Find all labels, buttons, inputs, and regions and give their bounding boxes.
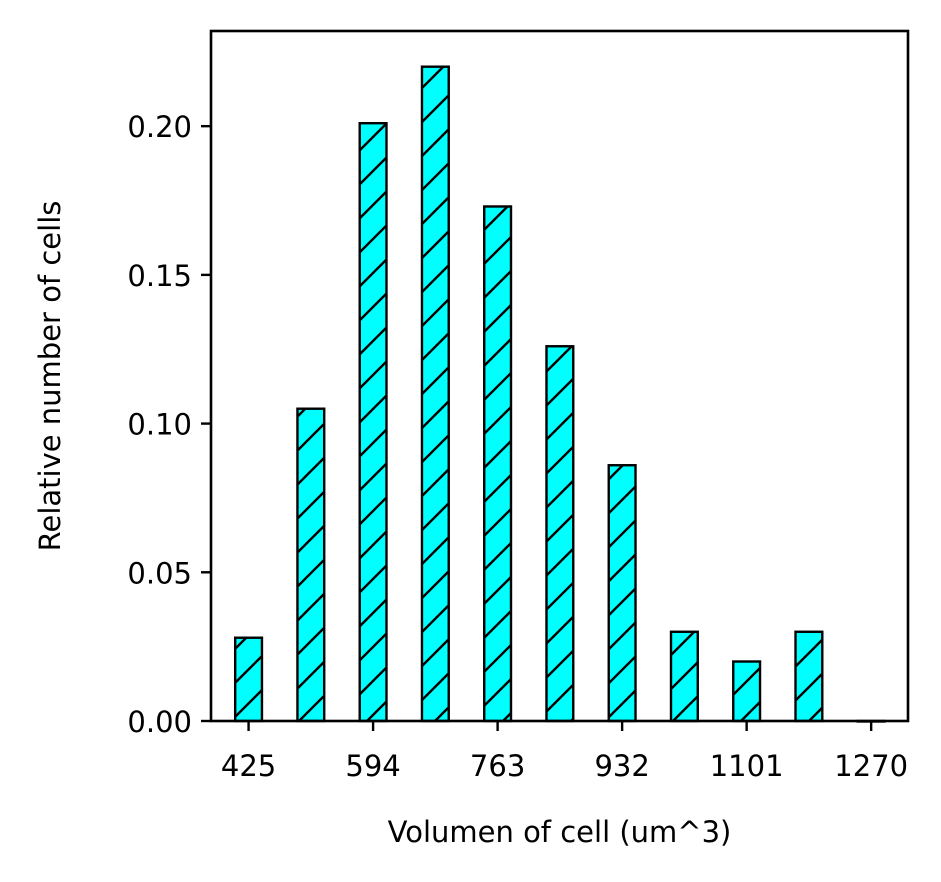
plot-frame bbox=[209, 29, 910, 723]
bar bbox=[545, 345, 575, 723]
y-tick-label: 0.05 bbox=[127, 556, 192, 590]
bar bbox=[296, 407, 326, 723]
bar bbox=[420, 65, 450, 723]
bar bbox=[732, 660, 762, 723]
x-tick-label: 763 bbox=[470, 749, 525, 783]
bar bbox=[233, 636, 264, 723]
x-tick-label: 1101 bbox=[710, 749, 784, 783]
bar bbox=[794, 630, 824, 723]
bar bbox=[358, 121, 388, 723]
bar bbox=[483, 205, 513, 723]
x-tick-label: 594 bbox=[345, 749, 400, 783]
y-axis-ticks: 0.00 0.05 0.10 0.15 0.20 bbox=[127, 110, 211, 739]
x-tick-label: 425 bbox=[221, 749, 276, 783]
y-tick-label: 0.00 bbox=[127, 705, 192, 739]
y-tick-label: 0.15 bbox=[127, 259, 192, 293]
x-axis-label: Volumen of cell (um^3) bbox=[388, 815, 732, 849]
x-axis-ticks: 425 594 763 932 1101 1270 bbox=[221, 721, 908, 783]
bars-group bbox=[233, 65, 886, 723]
bar bbox=[669, 630, 699, 723]
bar bbox=[607, 464, 637, 723]
y-tick-label: 0.10 bbox=[127, 408, 192, 442]
x-tick-label: 1270 bbox=[834, 749, 908, 783]
y-axis-label: Relative number of cells bbox=[33, 201, 67, 552]
y-tick-label: 0.20 bbox=[127, 110, 192, 144]
x-tick-label: 932 bbox=[594, 749, 649, 783]
